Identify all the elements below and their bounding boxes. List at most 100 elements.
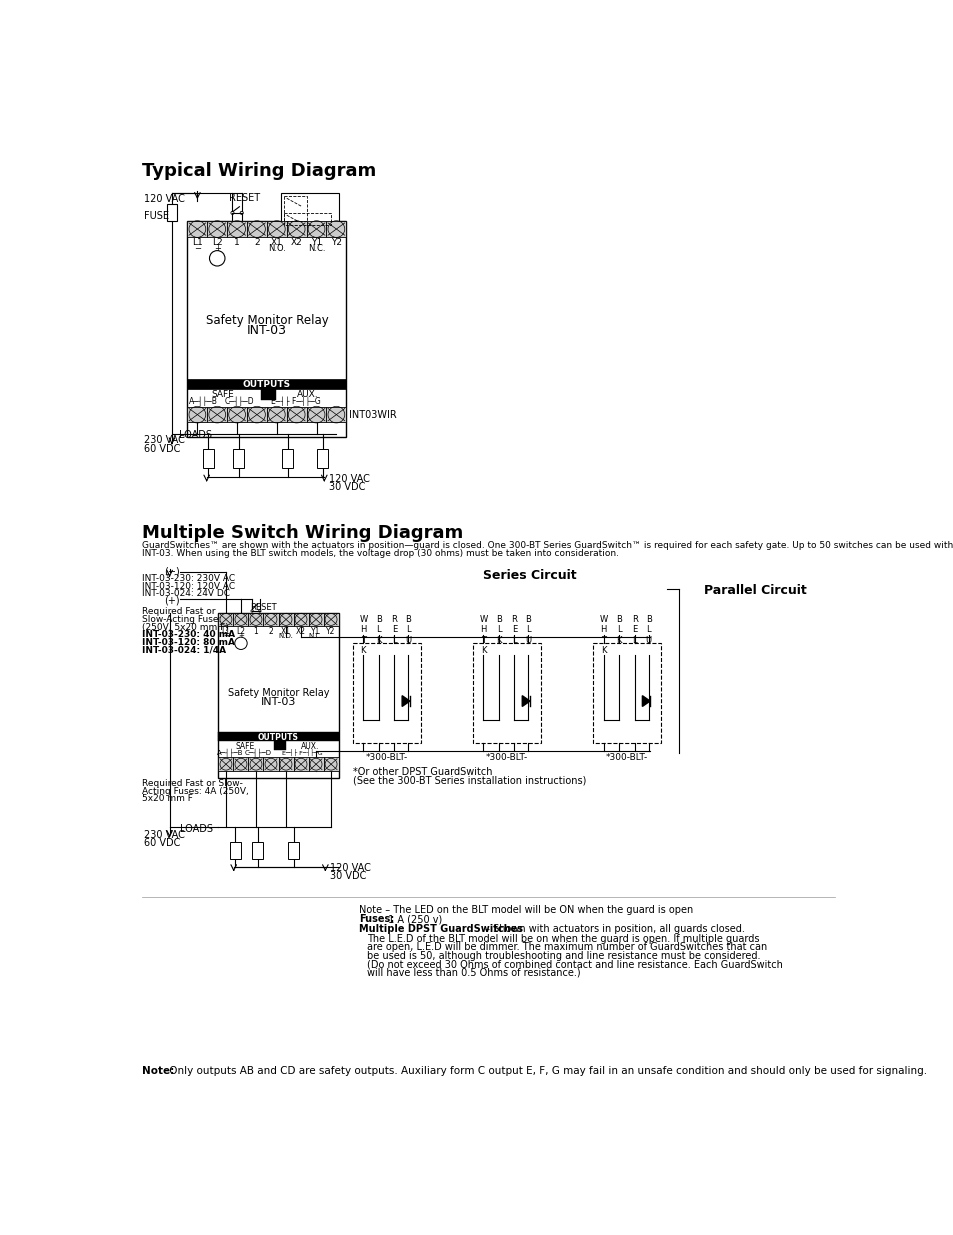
Text: Safety Monitor Relay: Safety Monitor Relay [205,314,328,327]
Text: Y1: Y1 [311,237,322,247]
Text: B
L
K: B L K [616,615,621,645]
Text: Safety Monitor Relay: Safety Monitor Relay [228,688,329,698]
Polygon shape [402,695,410,706]
Bar [592,643,660,743]
Text: X2: X2 [295,627,306,636]
Text: Only outputs AB and CD are safety outputs. Auxiliary form C output E, F, G may f: Only outputs AB and CD are safety output… [166,1066,926,1076]
Text: 2: 2 [269,627,274,636]
Text: N.C.: N.C. [308,245,325,253]
Text: 230 VAC: 230 VAC [144,436,185,446]
Bar [284,212,331,225]
Bar [317,450,328,468]
Text: W
H
T
K: W H T K [478,615,487,655]
Bar [187,379,346,389]
Text: Required Fast or: Required Fast or [142,608,215,616]
Bar [278,757,294,771]
Bar [287,221,306,237]
Bar [306,221,326,237]
Text: Y2: Y2 [331,237,341,247]
Bar [308,757,323,771]
Text: OUTPUTS: OUTPUTS [258,732,298,742]
Text: W
H
T
K: W H T K [359,615,367,655]
Bar [233,613,248,626]
Text: INT03WIR: INT03WIR [349,410,396,420]
Bar [278,613,294,626]
Text: Multiple Switch Wiring Diagram: Multiple Switch Wiring Diagram [142,524,463,542]
Bar [353,643,420,743]
Text: – Shown with actuators in position, all guards closed.: – Shown with actuators in position, all … [481,924,744,935]
Bar [247,221,267,237]
Bar [218,757,233,771]
Text: L1: L1 [221,627,231,636]
Text: Parallel Circuit: Parallel Circuit [703,584,806,597]
Text: Acting Fuses: 4A (250V,: Acting Fuses: 4A (250V, [142,787,249,795]
Bar [218,613,338,778]
Polygon shape [641,695,649,706]
Text: N.C.: N.C. [309,634,323,640]
Bar [227,221,247,237]
Bar [274,741,285,751]
Bar [326,221,346,237]
Bar [187,406,207,422]
Bar [260,389,276,400]
Text: *300-BLT-: *300-BLT- [605,753,647,762]
Text: AUX.: AUX. [300,742,318,751]
Text: 1: 1 [253,627,258,636]
Text: 30 VDC: 30 VDC [329,483,365,493]
Text: B
L
U: B L U [645,615,651,645]
Text: 1 A (250 v): 1 A (250 v) [385,914,442,924]
Text: Series Circuit: Series Circuit [482,568,577,582]
Text: R
E
L: R E L [391,615,396,645]
Bar [284,196,307,221]
Bar [218,613,233,626]
Bar [288,842,299,858]
Bar [233,450,244,468]
Bar [263,757,278,771]
Text: The L.E.D of the BLT model will be on when the guard is open. If multiple guards: The L.E.D of the BLT model will be on wh… [367,934,759,944]
Text: X1: X1 [271,237,282,247]
Text: will have less than 0.5 Ohms of resistance.): will have less than 0.5 Ohms of resistan… [367,967,580,977]
Text: Slow-Acting Fuse:: Slow-Acting Fuse: [142,615,222,624]
Text: Y1: Y1 [311,627,320,636]
Bar [323,757,338,771]
Bar [323,613,338,626]
Bar [248,757,263,771]
Bar [306,406,326,422]
Bar [263,613,278,626]
Bar [207,221,227,237]
Text: Fuses:: Fuses: [359,914,395,924]
Text: INT-03-230: 40 mA: INT-03-230: 40 mA [142,630,235,640]
Text: E─┤├ F─┤├─G: E─┤├ F─┤├─G [271,396,320,406]
Text: INT-03: INT-03 [260,698,295,708]
Text: N.O.: N.O. [278,634,294,640]
Text: *300-BLT-: *300-BLT- [485,753,527,762]
Bar [326,406,346,422]
Text: R
E
L: R E L [511,615,517,645]
Text: 120 VAC: 120 VAC [144,194,185,205]
Text: 120 VAC: 120 VAC [330,863,371,873]
Text: *Or other DPST GuardSwitch: *Or other DPST GuardSwitch [353,767,492,777]
Text: B
L
U: B L U [525,615,531,645]
Text: INT-03-230: 230V AC: INT-03-230: 230V AC [142,574,235,583]
Text: X2: X2 [291,237,302,247]
Bar [203,450,213,468]
Polygon shape [521,695,530,706]
Text: B
L
K: B L K [375,615,381,645]
Text: L2: L2 [236,627,245,636]
Bar [282,450,293,468]
Bar [308,613,323,626]
Text: B
L
K: B L K [496,615,501,645]
Text: INT-03-120: 120V AC: INT-03-120: 120V AC [142,582,235,590]
Bar [230,842,240,858]
Bar [207,406,227,422]
Text: E─┤├ F─┤├─G: E─┤├ F─┤├─G [282,748,322,756]
Text: Note:: Note: [142,1066,174,1076]
Bar [187,221,346,437]
Text: R
E
L: R E L [631,615,637,645]
Text: A─┤├─B: A─┤├─B [189,396,217,406]
Text: 60 VDC: 60 VDC [144,839,180,848]
Bar [267,221,287,237]
Text: B
L
U: B L U [405,615,411,645]
Text: *300-BLT-: *300-BLT- [365,753,407,762]
Bar [287,406,306,422]
